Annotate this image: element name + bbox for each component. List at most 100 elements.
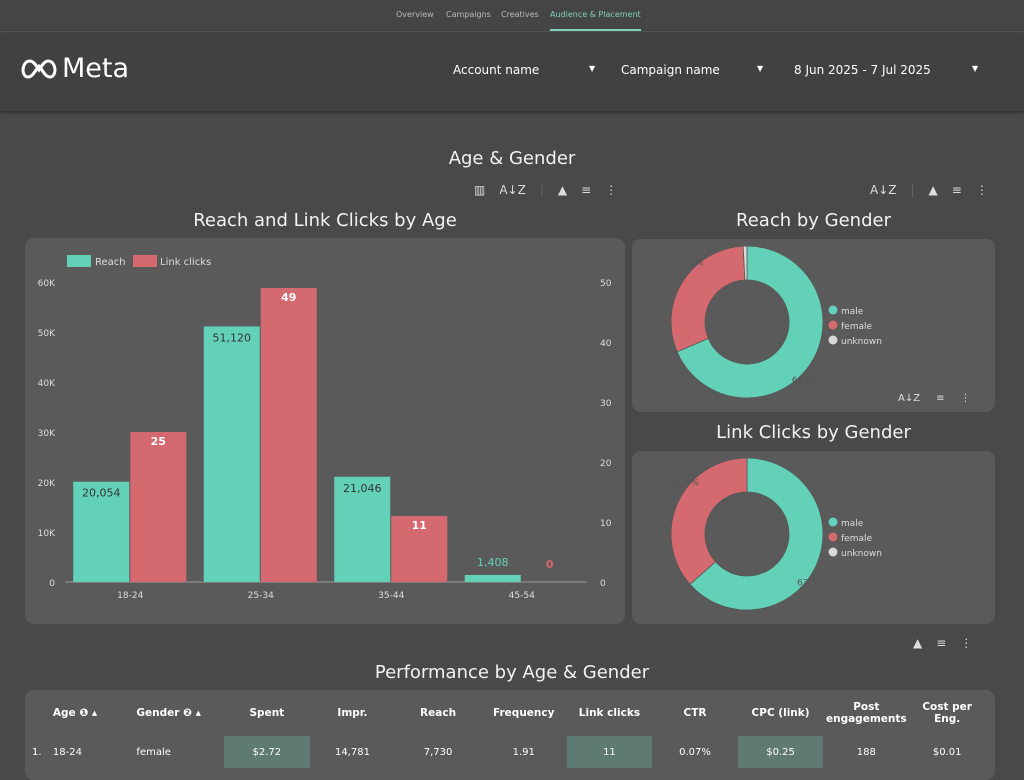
caret-down-icon[interactable]: ▼: [757, 64, 764, 73]
pie-slice-female: [670, 457, 748, 585]
clicks-pie-chart: 63.5% 36.5% male female unknown: [670, 457, 882, 611]
pie-slice-male: [676, 245, 824, 399]
legend-dot-female: [828, 532, 838, 542]
pie-data-label: 30.6%: [675, 259, 704, 269]
chart-settings-icon[interactable]: ▥: [474, 183, 486, 197]
bar-link-clicks: [391, 516, 448, 582]
tab-creatives[interactable]: Creatives: [501, 10, 539, 19]
column-header[interactable]: Spent: [249, 707, 285, 719]
legend-dot-unknown: [828, 335, 838, 345]
filter-icon[interactable]: ≡: [936, 393, 945, 404]
y-right-tick-label: 10: [600, 519, 612, 529]
pie-data-label: 36.5%: [670, 478, 699, 488]
chart-toolbar: A↓Z | ▲ ≡ ⋮: [870, 183, 988, 197]
report-nav: Overview Campaigns Creatives Audience & …: [0, 0, 1024, 32]
more-menu-icon[interactable]: ⋮: [605, 183, 618, 197]
column-header[interactable]: Gender ❷ ▴: [136, 707, 201, 719]
more-menu-icon[interactable]: ⋮: [960, 636, 973, 650]
table-cell: $0.25: [737, 736, 824, 768]
legend-label-unknown: unknown: [841, 549, 882, 559]
sort-az-icon[interactable]: A↓Z: [499, 183, 526, 197]
y-left-tick-label: 60K: [38, 279, 56, 289]
data-label-reach: 21,046: [343, 482, 382, 495]
more-menu-icon[interactable]: ⋮: [960, 393, 971, 404]
filter-icon[interactable]: ≡: [951, 183, 962, 197]
legend-dot-male: [828, 305, 838, 315]
tab-campaigns[interactable]: Campaigns: [446, 10, 491, 19]
column-header[interactable]: CPC (link): [751, 707, 810, 719]
bar-reach: [464, 574, 521, 582]
legend-label-unknown: unknown: [841, 337, 882, 347]
clicks-pie-card: 63.5% 36.5% male female unknown: [632, 451, 995, 624]
column-header[interactable]: Cost per Eng.: [922, 701, 972, 725]
warning-icon[interactable]: ▲: [557, 183, 568, 197]
legend-label-link-clicks: Link clicks: [160, 257, 211, 268]
clicks-gender-title: Link Clicks by Gender: [716, 422, 911, 443]
campaign-name-dropdown[interactable]: Campaign name: [621, 63, 720, 77]
tab-overview[interactable]: Overview: [396, 10, 434, 19]
legend-swatch-link-clicks: [133, 255, 157, 267]
data-label-link-clicks: 49: [281, 291, 296, 304]
data-label-reach: 20,054: [82, 487, 121, 500]
table-cell: 18-24: [52, 746, 82, 758]
legend-dot-male: [828, 517, 838, 527]
y-right-tick-label: 0: [600, 579, 606, 589]
x-tick-label: 25-34: [248, 591, 274, 601]
column-header[interactable]: Link clicks: [578, 707, 641, 719]
meta-logo: Meta: [20, 53, 129, 84]
column-header[interactable]: Reach: [420, 707, 457, 719]
legend-label-female: female: [841, 534, 872, 544]
warning-icon[interactable]: ▲: [913, 636, 923, 650]
date-range-picker[interactable]: 8 Jun 2025 - 7 Jul 2025: [794, 63, 931, 77]
data-label-link-clicks: 11: [412, 519, 427, 532]
table-cell: 1.: [32, 746, 42, 758]
data-label-reach: 1,408: [477, 556, 509, 569]
data-label-link-clicks: 0: [546, 558, 554, 571]
y-right-tick-label: 20: [600, 459, 612, 469]
bar-reach: [73, 481, 130, 582]
section-title: Age & Gender: [448, 148, 576, 169]
table-cell: 7,730: [423, 746, 453, 758]
column-header[interactable]: Impr.: [337, 707, 368, 719]
legend-dot-female: [828, 320, 838, 330]
y-right-tick-label: 50: [600, 279, 612, 289]
warning-icon[interactable]: ▲: [928, 183, 938, 197]
data-label-link-clicks: 25: [151, 435, 166, 448]
account-name-dropdown[interactable]: Account name: [453, 63, 540, 77]
pie-slice-female: [670, 245, 746, 353]
table-cell: $2.72: [224, 736, 310, 768]
y-left-tick-label: 10K: [38, 529, 56, 539]
table-cell: 0.07%: [679, 746, 711, 758]
pie-slice-unknown: [742, 245, 748, 281]
data-label-reach: 51,120: [213, 331, 252, 344]
table-cell: 14,781: [334, 746, 370, 758]
x-tick-label: 18-24: [117, 591, 143, 601]
tab-audience-placement[interactable]: Audience & Placement: [550, 10, 641, 31]
legend-label-male: male: [841, 519, 864, 529]
bar-chart-card: 0 10K 20K 30K 40K 50K 60K 0 10 20 30 40 50 18-24 20,05…: [25, 238, 625, 624]
x-tick-label: 45-54: [509, 591, 535, 601]
header: Meta Account name ▼ Campaign name ▼ 8 Ju…: [0, 33, 1024, 111]
legend-label-reach: Reach: [95, 257, 126, 268]
pie-slice-male: [689, 457, 824, 611]
y-left-tick-label: 20K: [38, 479, 56, 489]
table-cell: 1.91: [512, 746, 535, 758]
reach-pie-chart: 68.6% 30.6% male female unknown: [670, 245, 882, 399]
sort-az-icon[interactable]: A↓Z: [870, 183, 897, 197]
filter-icon[interactable]: ≡: [936, 636, 947, 650]
more-menu-icon[interactable]: ⋮: [975, 183, 988, 197]
filter-icon[interactable]: ≡: [581, 183, 592, 197]
caret-down-icon[interactable]: ▼: [589, 64, 596, 73]
column-header[interactable]: Frequency: [493, 707, 555, 719]
legend-label-female: female: [841, 322, 872, 332]
pie-data-label: 68.6%: [792, 376, 821, 386]
sort-az-icon[interactable]: A↓Z: [898, 393, 921, 404]
y-left-tick-label: 40K: [38, 379, 56, 389]
column-header[interactable]: CTR: [683, 707, 707, 719]
performance-table: Age ❶ ▴ Gender ❷ ▴ Spent Impr. Reach Frequenc…: [25, 690, 985, 768]
column-header[interactable]: Post engagements: [825, 701, 907, 725]
caret-down-icon[interactable]: ▼: [972, 64, 979, 73]
y-left-tick-label: 0: [49, 579, 55, 589]
column-header[interactable]: Age ❶ ▴: [52, 707, 98, 719]
table-cell: 11: [566, 736, 653, 768]
